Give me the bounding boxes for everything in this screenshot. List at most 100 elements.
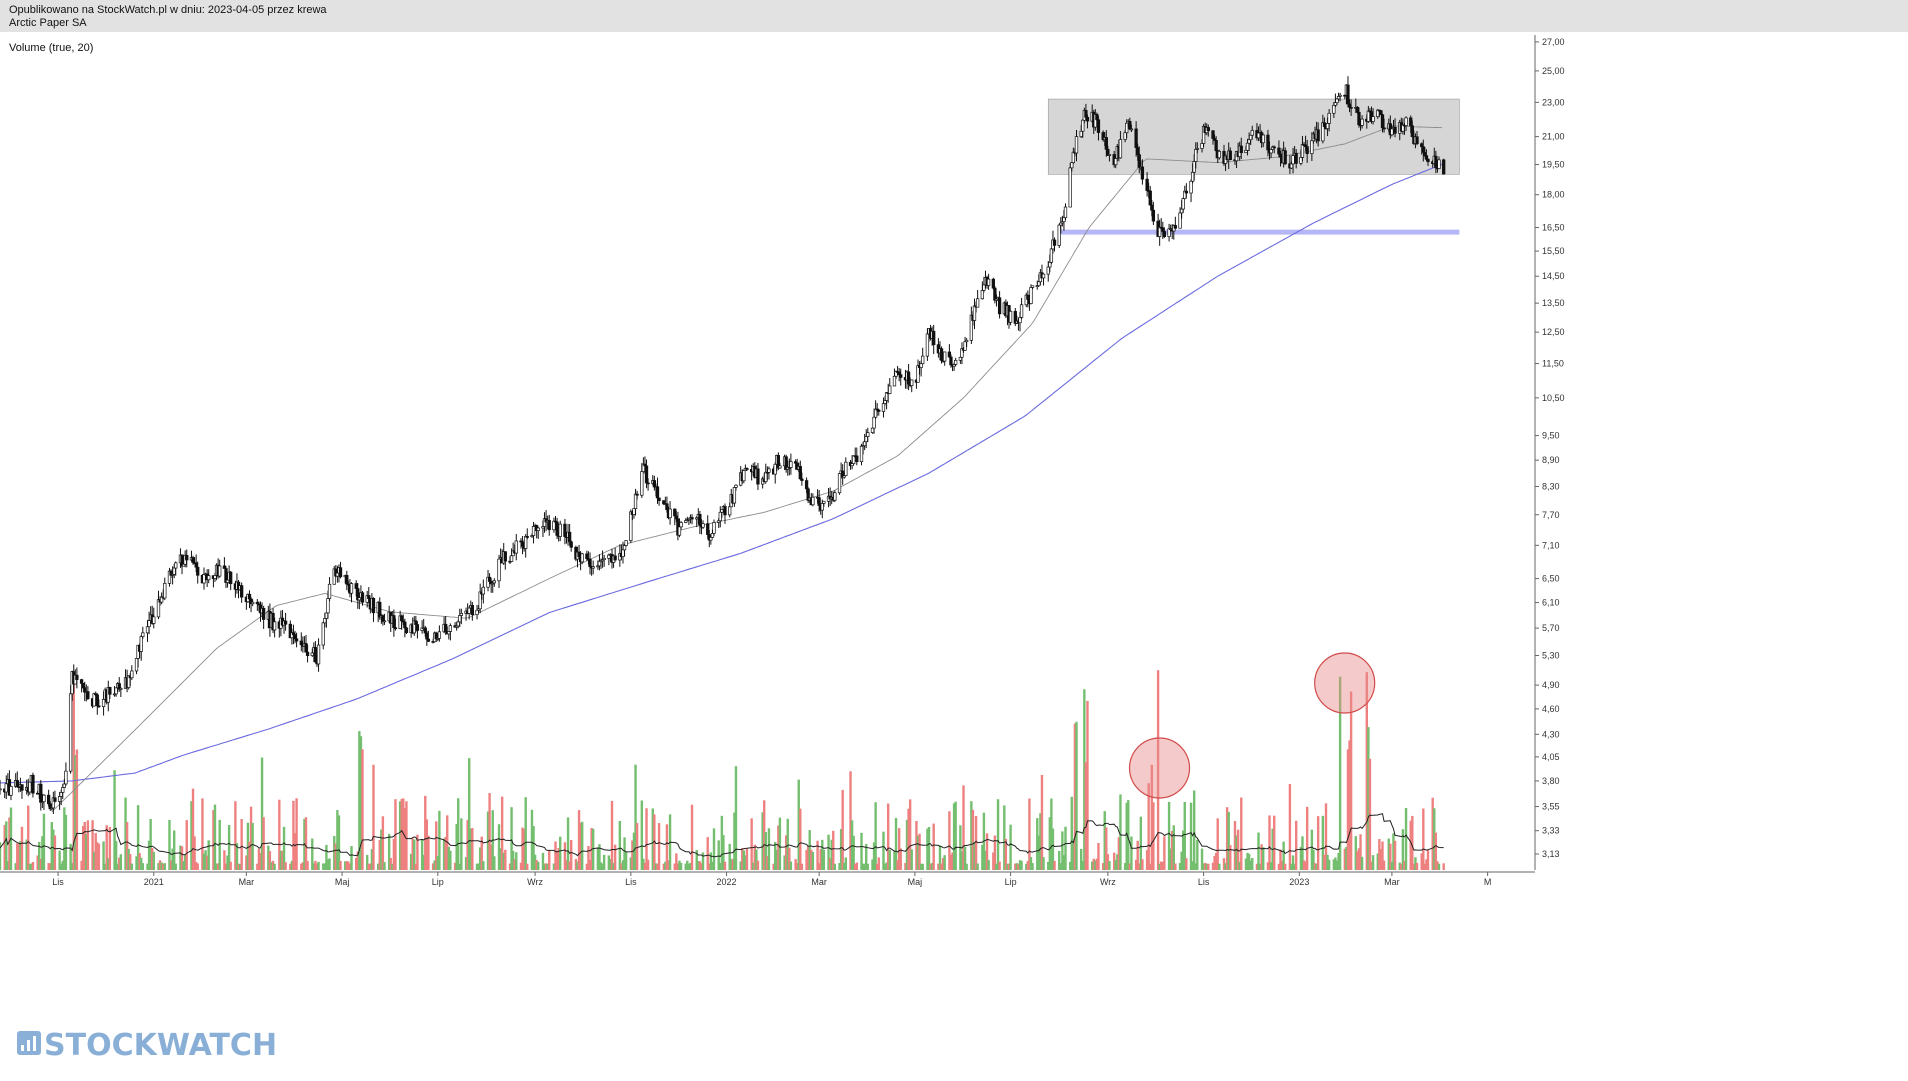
candle-body [191,557,195,563]
volume-bar [5,821,8,870]
candle-body [1173,225,1178,229]
volume-bar [885,862,888,870]
volume-bar [684,863,687,870]
volume-bar [149,818,152,870]
candle-body [487,576,492,582]
candle-body [1261,134,1265,144]
y-tick-label: 9,50 [1542,431,1560,441]
candle [657,497,661,506]
candle-body [577,551,581,558]
volume-bar [795,862,799,870]
volume-bar [827,834,830,870]
volume-bar [788,847,791,870]
candle [1118,131,1123,159]
x-tick-label: Lip [1005,877,1017,887]
volume-bar [1026,860,1030,870]
volume-bar [731,859,735,870]
candle [1250,125,1254,140]
volume-bar [1139,816,1143,870]
x-tick-label: M [1484,877,1492,887]
candle-body [335,572,340,577]
volume-bar [424,795,427,870]
volume-bar [174,863,177,870]
volume-bar [774,842,777,870]
candle-body [982,284,986,291]
candle [437,625,442,642]
volume-bar [185,820,188,870]
candle-body [954,359,958,365]
volume-bar [634,764,637,870]
candle-body [972,305,977,321]
x-tick-label: Lip [432,877,444,887]
volume-bar [1218,863,1221,870]
volume-bar [654,863,658,870]
volume-bar [607,855,611,870]
candle [381,614,385,626]
candle-body [371,597,376,614]
volume-bar [447,846,450,870]
candle-body [1129,128,1134,131]
candle [1030,285,1035,290]
volume-bar [1332,859,1336,870]
volume-bar [587,846,590,870]
candle [1393,118,1397,138]
volume-bar [546,863,549,870]
volume-bar [764,832,767,870]
candle-body [864,436,868,443]
volume-bar [1125,802,1128,870]
candle [249,597,253,613]
volume-bar [511,850,515,870]
volume-bar [918,833,921,870]
candle-body [15,780,19,787]
volume-bar [1191,861,1194,870]
volume-bar [651,808,654,870]
volume-bar [268,851,272,870]
candle [294,632,299,648]
candle-body [701,523,705,528]
candle-body [1063,206,1068,219]
volume-bar [497,824,501,870]
candle-body [1410,125,1414,137]
candle-body [354,583,358,589]
volume-bar [1039,813,1042,870]
candle [283,612,288,631]
volume-bar [905,819,909,870]
volume-bar [850,820,854,870]
candle-body [28,781,32,793]
volume-bar [1371,855,1375,870]
volume-bar [141,863,144,870]
candle [1415,131,1419,146]
candle [690,514,694,525]
candle-body [1192,161,1196,173]
volume-bar [504,849,507,870]
volume-bar [92,851,96,870]
candle [313,641,318,663]
volume-bar [403,807,407,870]
y-tick-label: 7,70 [1542,510,1560,520]
volume-bar [722,835,725,870]
volume-bar [361,749,364,870]
volume-bar [392,838,396,870]
volume-bar [1073,723,1077,870]
volume-bar [1017,863,1020,870]
candle-body [1390,128,1394,136]
candle [602,554,606,567]
candle-body [633,493,638,509]
candle-body [778,465,782,469]
candle [1189,179,1193,203]
volume-bar [1040,774,1044,870]
volume-bar [1149,863,1152,870]
volume-bar [416,834,419,870]
volume-bar [1400,863,1403,870]
volume-bar [1235,835,1238,870]
volume-bar [256,863,259,870]
candle-body [1291,155,1295,165]
candle [492,578,496,587]
candle-body [42,794,46,803]
volume-bar [147,840,151,870]
candle-body [690,517,694,520]
x-tick-label: Mar [811,877,827,887]
volume-bar [1084,762,1088,870]
candle [531,521,536,544]
volume-bar [1090,861,1094,870]
